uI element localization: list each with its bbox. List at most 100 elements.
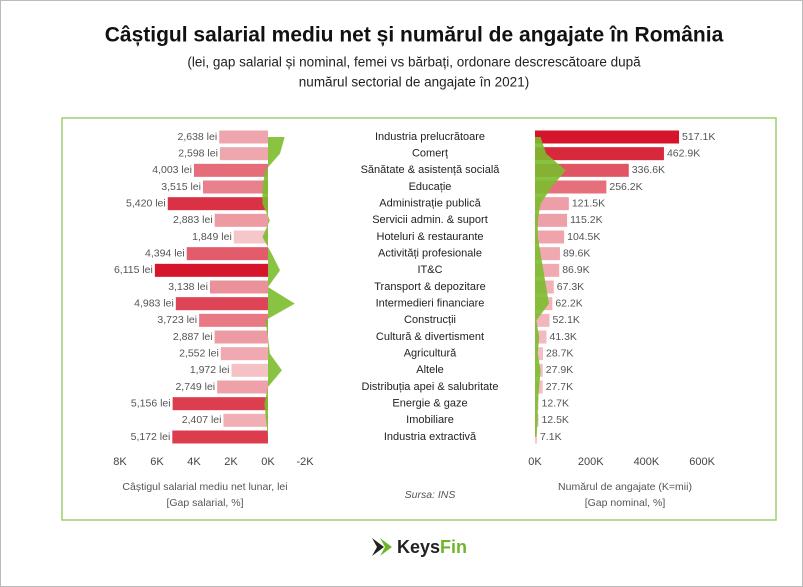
- bar: [172, 430, 268, 444]
- value-label: 41.3K: [550, 331, 577, 343]
- value-label: 89.6K: [563, 247, 590, 259]
- bar: [223, 413, 268, 427]
- value-label: 517.1K: [682, 131, 715, 143]
- value-label: 28.7K: [546, 347, 573, 359]
- value-label: 3,515 lei: [161, 181, 201, 193]
- subtitle: (lei, gap salarial și nominal, femei vs …: [187, 55, 641, 70]
- bar: [535, 230, 565, 244]
- gap-area: [535, 137, 566, 437]
- value-label: 27.9K: [546, 364, 573, 376]
- value-label: 3,138 lei: [168, 281, 208, 293]
- bar: [219, 147, 268, 161]
- x-axis-label: [Gap nominal, %]: [585, 497, 666, 509]
- category-label: Educație: [409, 181, 452, 193]
- category-label: Imobiliare: [406, 414, 454, 426]
- category-label: Administrație publică: [379, 198, 481, 210]
- value-label: 2,749 lei: [175, 381, 215, 393]
- category-label: Intermedieri financiare: [376, 298, 485, 310]
- bar: [214, 330, 268, 344]
- value-label: 2,598 lei: [178, 147, 218, 159]
- x-tick-label: 2K: [224, 456, 238, 468]
- x-tick-label: 200K: [578, 456, 604, 468]
- x-tick-label: 600K: [689, 456, 715, 468]
- value-label: 256.2K: [609, 181, 642, 193]
- category-label: Altele: [416, 364, 444, 376]
- x-tick-label: 4K: [187, 456, 201, 468]
- value-label: 6,115 lei: [114, 264, 153, 276]
- logo-keys: Keys: [397, 537, 440, 557]
- value-label: 336.6K: [632, 164, 665, 176]
- bar: [233, 230, 268, 244]
- x-tick-label: 400K: [634, 456, 660, 468]
- bar: [220, 347, 268, 361]
- category-label: Industria extractivă: [384, 431, 477, 443]
- value-label: 4,394 lei: [145, 247, 185, 259]
- value-label: 5,156 lei: [131, 397, 171, 409]
- category-label: Agricultură: [404, 348, 457, 360]
- value-label: 7.1K: [540, 431, 562, 443]
- value-label: 67.3K: [557, 281, 584, 293]
- x-tick-label: 6K: [150, 456, 164, 468]
- value-label: 12.5K: [541, 414, 568, 426]
- value-label: 115.2K: [570, 214, 603, 226]
- bar: [535, 330, 547, 344]
- value-label: 4,003 lei: [152, 164, 192, 176]
- value-label: 1,972 lei: [190, 364, 230, 376]
- value-label: 3,723 lei: [157, 314, 197, 326]
- value-label: 12.7K: [542, 397, 569, 409]
- category-label: Energie & gaze: [392, 398, 467, 410]
- category-label: Sănătate & asistență socială: [361, 164, 501, 176]
- value-label: 104.5K: [567, 231, 600, 243]
- x-tick-label: 0K: [528, 456, 542, 468]
- category-label: Distribuția apei & salubritate: [362, 381, 499, 393]
- bar: [535, 247, 560, 261]
- logo-text: KeysFin: [397, 537, 467, 557]
- chart-title: Câștigul salarial mediu net și numărul d…: [105, 24, 724, 47]
- value-label: 121.5K: [572, 197, 605, 209]
- x-tick-label: 0K: [261, 456, 275, 468]
- value-label: 2,887 lei: [173, 331, 213, 343]
- value-label: 1,849 lei: [192, 231, 232, 243]
- x-tick-label: 8K: [113, 456, 127, 468]
- x-axis-label: Câștigul salarial mediu net lunar, lei: [122, 481, 287, 493]
- bar: [535, 197, 569, 211]
- logo-fin: Fin: [440, 537, 467, 557]
- bar: [172, 397, 268, 411]
- category-label: Comerț: [412, 148, 448, 160]
- bar: [167, 197, 268, 211]
- bar: [154, 263, 268, 277]
- bar: [535, 213, 568, 227]
- plot-frame: [61, 117, 777, 521]
- logo-icon: [372, 538, 384, 556]
- value-label: 5,172 lei: [131, 431, 171, 443]
- x-axis-label: Numărul de angajate (K=mii): [558, 481, 692, 493]
- bar: [535, 347, 543, 361]
- value-label: 2,638 lei: [177, 131, 217, 143]
- bar: [231, 363, 268, 377]
- value-label: 62.2K: [555, 297, 582, 309]
- category-label: Construcții: [404, 314, 456, 326]
- bar: [209, 280, 268, 294]
- source: Sursa: INS: [405, 489, 456, 501]
- value-label: 2,552 lei: [179, 347, 219, 359]
- category-label: IT&C: [417, 264, 442, 276]
- bar: [202, 180, 268, 194]
- bar: [214, 213, 268, 227]
- category-label: Transport & depozitare: [374, 281, 485, 293]
- value-label: 4,983 lei: [134, 297, 174, 309]
- x-tick-label: -2K: [296, 456, 314, 468]
- bar: [217, 380, 268, 394]
- subtitle: numărul sectorial de angajate în 2021): [299, 75, 529, 90]
- gap-area: [262, 137, 295, 437]
- category-label: Servicii admin. & suport: [372, 214, 488, 226]
- value-label: 27.7K: [546, 381, 573, 393]
- bar: [535, 147, 664, 161]
- value-label: 52.1K: [553, 314, 580, 326]
- category-label: Cultură & divertisment: [376, 331, 484, 343]
- bar: [175, 297, 268, 311]
- x-axis-label: [Gap salarial, %]: [166, 497, 243, 509]
- value-label: 2,883 lei: [173, 214, 213, 226]
- value-label: 5,420 lei: [126, 197, 166, 209]
